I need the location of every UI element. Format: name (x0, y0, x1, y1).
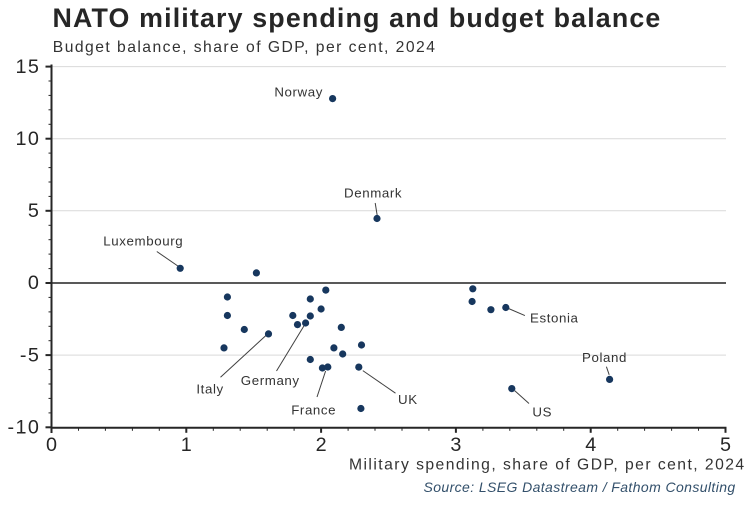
svg-text:0: 0 (28, 272, 40, 294)
svg-text:1: 1 (181, 434, 193, 456)
svg-text:4: 4 (585, 434, 597, 456)
svg-text:3: 3 (450, 434, 462, 456)
svg-text:Denmark: Denmark (344, 186, 402, 201)
svg-text:0: 0 (46, 434, 58, 456)
svg-text:5: 5 (720, 434, 732, 456)
svg-text:-10: -10 (8, 417, 41, 439)
svg-text:Source: LSEG Datastream / Fath: Source: LSEG Datastream / Fathom Consult… (423, 479, 735, 495)
svg-text:Norway: Norway (274, 85, 323, 100)
svg-text:Budget balance, share of GDP,: Budget balance, share of GDP, per cent, … (53, 39, 437, 56)
svg-text:France: France (291, 402, 336, 417)
svg-text:Italy: Italy (196, 381, 223, 396)
svg-text:5: 5 (28, 200, 40, 222)
svg-text:2: 2 (316, 434, 328, 456)
svg-text:Poland: Poland (582, 350, 627, 365)
svg-text:Military spending, share of GD: Military spending, share of GDP, per cen… (349, 456, 746, 473)
svg-text:Estonia: Estonia (530, 311, 579, 326)
svg-text:Germany: Germany (241, 373, 300, 388)
svg-text:US: US (532, 404, 552, 419)
svg-text:15: 15 (15, 56, 40, 78)
svg-text:UK: UK (398, 392, 418, 407)
svg-text:Luxembourg: Luxembourg (103, 233, 183, 248)
svg-text:-5: -5 (20, 344, 40, 366)
svg-text:10: 10 (15, 128, 40, 150)
svg-text:NATO military spending and bud: NATO military spending and budget balanc… (53, 3, 662, 33)
